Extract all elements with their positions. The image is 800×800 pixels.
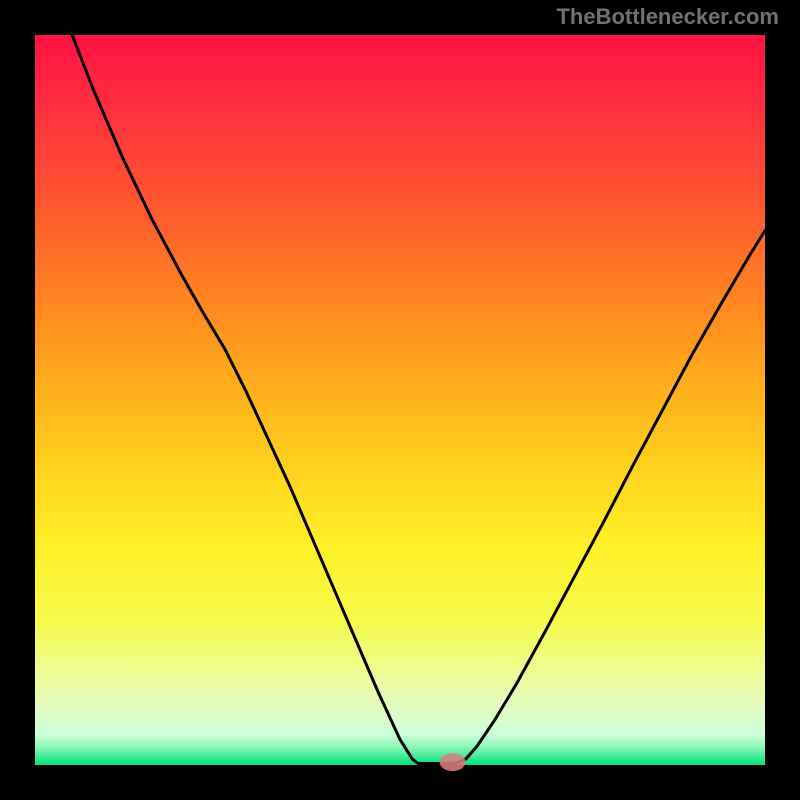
bottleneck-chart (0, 0, 800, 800)
plot-background (35, 35, 765, 765)
chart-container: TheBottlenecker.com (0, 0, 800, 800)
current-position-marker (440, 753, 466, 771)
watermark-text: TheBottlenecker.com (556, 4, 779, 30)
